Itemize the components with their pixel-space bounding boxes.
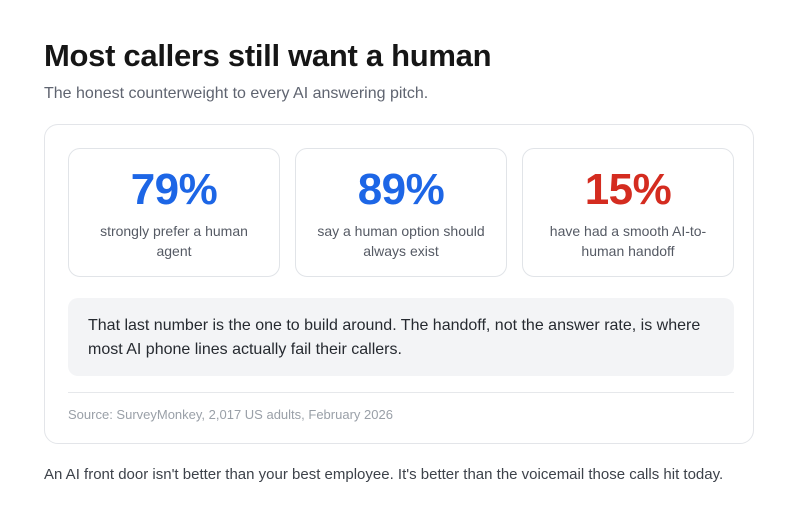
stat-card-human-agent: 79% strongly prefer a human agent	[68, 148, 280, 277]
stats-card: 79% strongly prefer a human agent 89% sa…	[44, 124, 754, 444]
article: Most callers still want a human The hone…	[44, 38, 756, 483]
stat-value: 89%	[357, 165, 445, 214]
stat-value: 79%	[130, 165, 218, 214]
stat-label: say a human option should always exist	[317, 223, 485, 259]
stat-card-smooth-handoff: 15% have had a smooth AI-to-human handof…	[522, 148, 734, 277]
stat-card-human-option: 89% say a human option should always exi…	[295, 148, 507, 277]
page-subtitle: The honest counterweight to every AI ans…	[44, 85, 429, 102]
divider	[68, 392, 734, 393]
page-title: Most callers still want a human	[44, 38, 492, 73]
stat-label: have had a smooth AI-to-human handoff	[549, 223, 707, 259]
callout-box: That last number is the one to build aro…	[68, 298, 734, 376]
stat-value: 15%	[584, 165, 672, 214]
source-note: Source: SurveyMonkey, 2,017 US adults, F…	[68, 407, 393, 422]
footer-text: An AI front door isn't better than your …	[44, 466, 724, 483]
stat-label: strongly prefer a human agent	[100, 223, 248, 259]
stats-row: 79% strongly prefer a human agent 89% sa…	[68, 148, 734, 277]
